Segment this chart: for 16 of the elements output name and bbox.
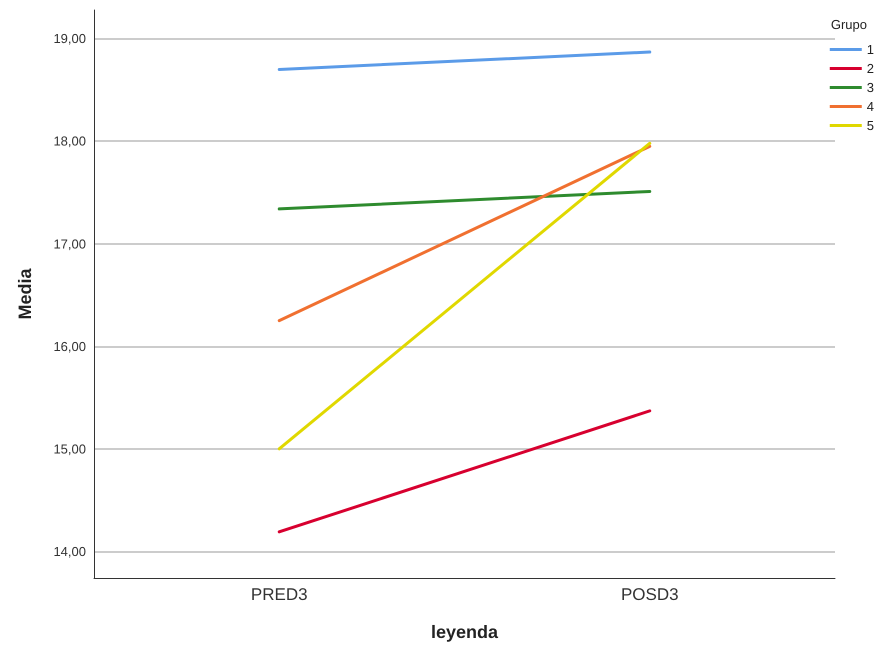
legend-label: 3 [866, 80, 874, 95]
x-axis-title: leyenda [430, 622, 499, 642]
y-tick-label: 18,00 [53, 134, 86, 149]
x-tick-label: PRED3 [250, 585, 308, 604]
y-tick-label: 19,00 [53, 31, 86, 46]
x-tick-label: POSD3 [620, 585, 679, 604]
y-tick-label: 14,00 [53, 544, 86, 559]
legend-label: 5 [866, 118, 874, 133]
y-tick-label: 17,00 [53, 236, 86, 252]
legend-title: Grupo [830, 17, 868, 32]
legend-label: 1 [866, 42, 874, 57]
legend-label: 4 [866, 99, 874, 114]
y-axis-title: Media [15, 268, 35, 320]
y-tick-label: 16,00 [53, 338, 86, 354]
legend-label: 2 [866, 61, 874, 76]
y-tick-label: 15,00 [53, 441, 86, 456]
